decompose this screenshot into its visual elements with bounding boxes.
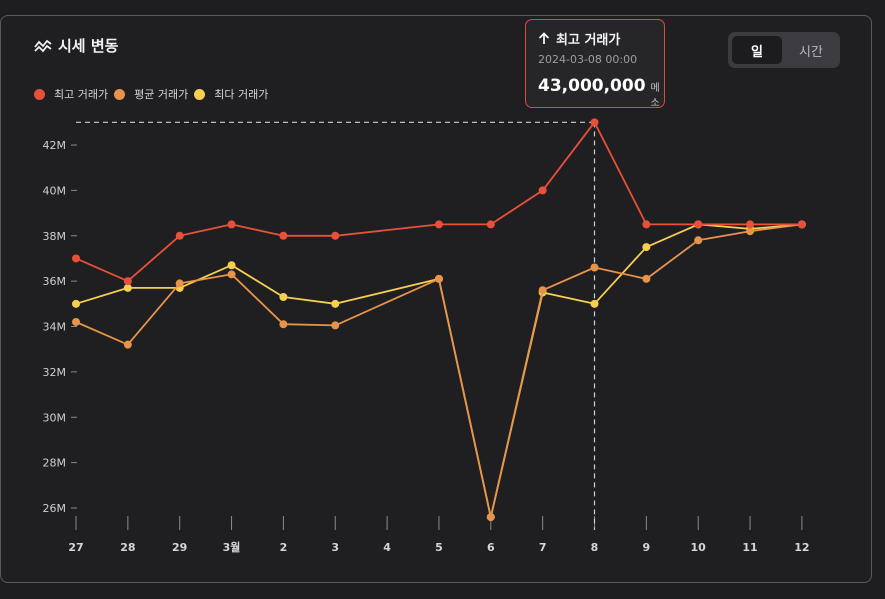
legend-label: 최고 거래가 (54, 88, 109, 101)
data-point (279, 231, 288, 240)
data-point (746, 227, 755, 236)
y-tick-label: 40M (43, 184, 67, 197)
data-tooltip: 최고 거래가 2024-03-08 00:00 43,000,000 메소 (525, 19, 665, 109)
legend-dot (34, 88, 45, 100)
chart-title: 시세 변동 (58, 37, 119, 55)
y-tick-label: 30M (43, 411, 67, 424)
data-point (642, 274, 651, 283)
x-tick-label: 10 (691, 541, 707, 554)
tooltip-unit: 메소 (650, 83, 660, 109)
x-tick-label: 6 (487, 541, 495, 554)
y-tick-label: 36M (43, 275, 67, 288)
y-tick-label: 38M (43, 230, 67, 243)
tooltip-value: 43,000,000 (538, 76, 646, 96)
data-point (486, 513, 495, 522)
data-point (227, 270, 236, 279)
legend-dot (194, 88, 206, 100)
data-point (227, 261, 236, 270)
x-tick-label: 2 (280, 541, 288, 554)
tooltip-label: 최고 거래가 (556, 33, 621, 48)
series-line (75, 223, 803, 518)
data-point (175, 279, 184, 288)
x-tick-label: 8 (591, 541, 599, 554)
y-tick-label: 34M (43, 321, 67, 334)
y-tick-label: 28M (43, 457, 67, 470)
x-tick-label: 3 (331, 541, 339, 554)
tooltip-date: 2024-03-08 00:00 (538, 53, 638, 66)
data-point (590, 299, 599, 308)
x-tick-label: 5 (435, 541, 443, 554)
data-point (175, 231, 184, 240)
data-point (694, 220, 703, 229)
data-point (486, 220, 495, 229)
series-line (75, 121, 802, 283)
data-point (434, 220, 443, 229)
y-tick-label: 32M (43, 366, 67, 379)
x-tick-label: 12 (794, 541, 809, 554)
x-tick-label: 27 (68, 541, 83, 554)
x-tick-label: 29 (172, 541, 187, 554)
data-point (279, 320, 288, 329)
data-point (72, 254, 80, 263)
x-tick-label: 11 (742, 541, 757, 554)
data-point (746, 220, 755, 229)
y-tick-label: 26M (43, 502, 67, 515)
price-chart-card (0, 15, 872, 583)
data-point (72, 317, 80, 326)
toggle-hour[interactable]: 시간 (799, 44, 823, 60)
toggle-day[interactable]: 일 (732, 36, 782, 64)
x-tick-label: 7 (539, 541, 547, 554)
legend-dot (114, 88, 126, 100)
chart-header: 시세 변동 (34, 35, 118, 56)
data-point (331, 231, 340, 240)
data-point (797, 220, 806, 229)
trend-icon (34, 39, 52, 52)
arrow-up-icon (538, 32, 550, 44)
chart-legend: 최고 거래가 평균 거래가 최다 거래가 (34, 86, 272, 102)
data-point (538, 186, 547, 195)
data-point (331, 321, 340, 330)
period-toggle[interactable]: 일 시간 (728, 32, 840, 68)
series-line (75, 223, 802, 518)
legend-item[interactable]: 최다 거래가 (194, 86, 272, 102)
data-point (434, 274, 443, 283)
legend-label: 평균 거래가 (134, 88, 189, 101)
data-point (642, 220, 651, 229)
y-tick-label: 42M (43, 139, 67, 152)
data-point (590, 118, 599, 127)
data-point (590, 263, 599, 272)
data-point (279, 293, 288, 302)
data-point (331, 299, 340, 308)
data-point (123, 340, 132, 349)
legend-item[interactable]: 최고 거래가 (34, 86, 112, 102)
data-point (694, 236, 703, 245)
x-tick-label: 3월 (223, 540, 241, 554)
data-point (538, 286, 547, 295)
data-point (72, 299, 80, 308)
data-point (642, 243, 651, 252)
data-point (123, 277, 132, 286)
data-point (227, 220, 236, 229)
data-point (123, 283, 132, 292)
legend-item[interactable]: 평균 거래가 (114, 86, 192, 102)
x-tick-label: 28 (120, 541, 135, 554)
x-tick-label: 9 (643, 541, 651, 554)
legend-label: 최다 거래가 (214, 88, 269, 101)
x-tick-label: 4 (383, 541, 391, 554)
